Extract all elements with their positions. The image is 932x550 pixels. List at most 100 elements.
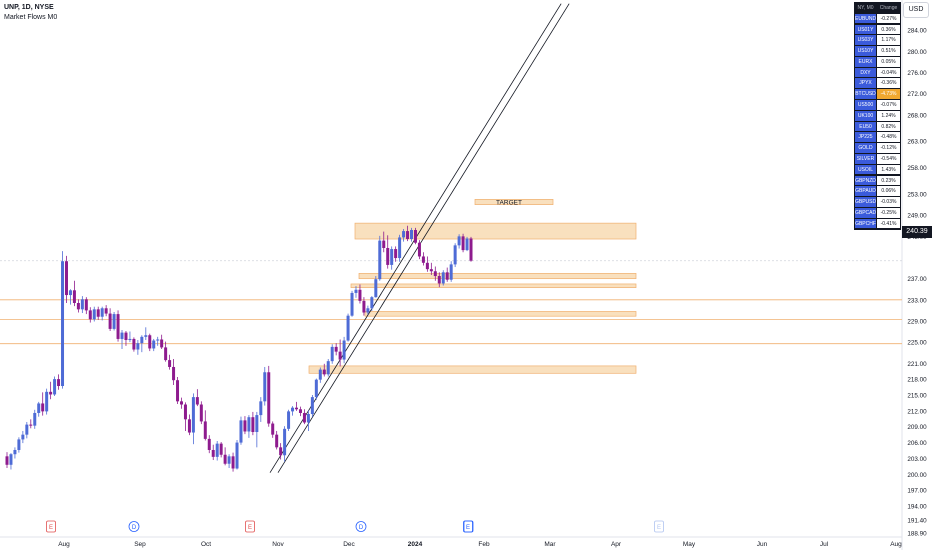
candle-body	[445, 272, 449, 280]
earnings-marker[interactable]: E	[463, 520, 473, 533]
candle-body	[390, 249, 394, 265]
trendline-lower[interactable]	[277, 3, 570, 473]
candle	[433, 266, 437, 281]
table-row: JP225 -0.48%	[855, 132, 900, 144]
candle	[112, 311, 116, 331]
candle	[251, 411, 255, 436]
candle	[318, 367, 322, 383]
table-header-symbol: NY, M0	[855, 3, 877, 14]
candle-body	[358, 289, 362, 301]
candle-body	[187, 419, 191, 433]
indicator-name[interactable]: Market Flows M0	[4, 14, 58, 21]
table-row: EURX 0.05%	[855, 56, 900, 68]
marker-letter: E	[49, 525, 53, 531]
earnings-marker[interactable]: E	[245, 520, 255, 533]
zone-237[interactable]	[358, 273, 637, 280]
candle-body	[402, 231, 406, 238]
zone-235[interactable]	[350, 283, 637, 289]
candle-body	[239, 420, 243, 443]
candle	[378, 235, 382, 281]
price-tick-label: 218.00	[907, 377, 927, 384]
candle	[386, 235, 390, 269]
zone-230[interactable]	[364, 311, 637, 317]
price-axis[interactable]: 288.00284.00280.00276.00272.00268.00263.…	[907, 7, 927, 538]
candle-body	[421, 256, 425, 263]
candle-body	[88, 310, 92, 320]
candle	[168, 354, 172, 370]
table-symbol-cell: US03Y	[855, 35, 877, 47]
candle-body	[61, 261, 65, 387]
candle	[96, 306, 100, 320]
symbol-title[interactable]: UNP, 1D, NYSE	[4, 4, 54, 11]
price-tick-label: 188.90	[907, 531, 927, 538]
candle	[410, 227, 414, 242]
earnings-marker-overlap[interactable]	[463, 520, 474, 533]
table-row: US10Y 0.51%	[855, 46, 900, 57]
candle-body	[191, 397, 195, 433]
candle	[259, 397, 263, 422]
candle-body	[179, 401, 183, 405]
candle	[140, 335, 144, 353]
candle	[465, 236, 469, 252]
table-symbol-cell: EURX	[855, 56, 877, 68]
table-change-cell: 0.05%	[877, 56, 900, 68]
candle	[195, 389, 199, 407]
price-tick-label: 221.00	[907, 361, 927, 368]
candle-body	[21, 434, 25, 440]
candle	[247, 415, 251, 438]
dividend-marker[interactable]: D	[128, 521, 140, 532]
price-tick-label: 203.00	[907, 456, 927, 463]
candle	[215, 440, 219, 461]
candle	[61, 251, 65, 389]
table-symbol-cell: JP225	[855, 132, 877, 144]
demand-zone[interactable]	[308, 365, 637, 374]
table-symbol-cell: GOLD	[855, 143, 877, 154]
table-symbol-cell: BTCUSD	[855, 89, 877, 100]
price-tick-label: 212.00	[907, 408, 927, 415]
candle	[128, 331, 132, 343]
candle-body	[136, 343, 140, 350]
candle	[429, 262, 433, 275]
price-tick-label: 209.00	[907, 424, 927, 431]
candle	[183, 402, 187, 431]
candle	[136, 340, 140, 355]
candle	[152, 338, 156, 352]
supply-zone[interactable]	[354, 222, 637, 240]
candle-body	[5, 456, 9, 465]
candle-body	[417, 242, 421, 257]
candle-body	[247, 417, 251, 432]
time-axis[interactable]: Aug Sep Oct Nov Dec 2024 Feb Mar Apr May Jun Jul Aug	[58, 541, 902, 548]
candle-body	[152, 340, 156, 349]
earnings-marker[interactable]: E	[654, 520, 664, 533]
candle	[370, 296, 374, 311]
price-tick-label: 268.00	[907, 112, 927, 119]
candle-body	[132, 338, 136, 350]
table-row: US500 -0.07%	[855, 100, 900, 111]
zones[interactable]: TARGET	[308, 199, 637, 374]
candle	[362, 297, 366, 316]
dividend-marker[interactable]: D	[355, 521, 367, 532]
candle	[203, 410, 207, 441]
time-tick-label: Nov	[272, 541, 284, 548]
candle-body	[168, 360, 172, 367]
time-tick-label: Apr	[611, 541, 622, 548]
table-symbol-cell: US10Y	[855, 46, 877, 57]
table-row: US01Y 0.36%	[855, 24, 900, 36]
candle	[390, 246, 394, 270]
target[interactable]	[474, 199, 554, 205]
candle-body	[386, 247, 390, 265]
candle	[84, 297, 88, 315]
price-tick-label: 249.00	[907, 213, 927, 220]
candle-body	[283, 428, 287, 456]
candle	[148, 333, 152, 352]
candle	[179, 397, 183, 409]
candle	[453, 243, 457, 268]
candle-body	[461, 236, 465, 251]
candle-body	[112, 314, 116, 329]
currency-button[interactable]: USD	[903, 2, 929, 18]
candle	[120, 329, 124, 349]
earnings-marker[interactable]: E	[46, 520, 56, 533]
candle	[310, 394, 314, 418]
